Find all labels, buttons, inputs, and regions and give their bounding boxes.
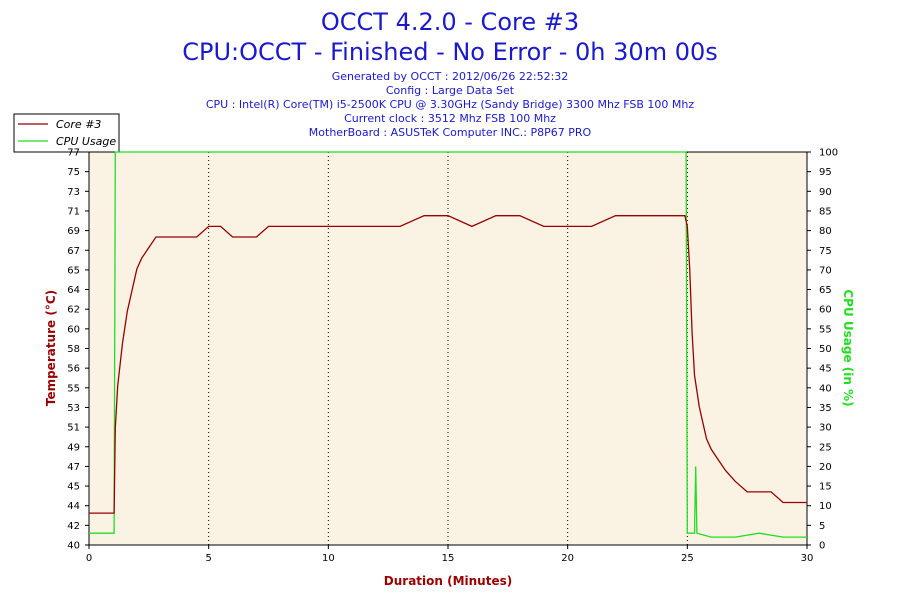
y-right-tick-label-0: 0 [819, 541, 825, 552]
y-right-tick-label-2: 10 [819, 501, 832, 512]
y-left-tick-label-8: 55 [67, 383, 80, 394]
chart-title: OCCT 4.2.0 - Core #3 [321, 8, 579, 36]
legend-label-cpu-usage: CPU Usage [56, 135, 116, 148]
legend-label-core3: Core #3 [56, 118, 101, 131]
y-left-tick-label-1: 42 [67, 521, 80, 532]
y-right-tick-label-11: 55 [819, 324, 832, 335]
y-left-tick-label-4: 47 [67, 462, 80, 473]
y-right-tick-label-9: 45 [819, 364, 832, 375]
y-right-tick-label-8: 40 [819, 383, 832, 394]
y-left-tick-label-18: 73 [67, 187, 80, 198]
x-tick-label-3: 15 [442, 553, 455, 564]
y-left-tick-label-0: 40 [67, 541, 80, 552]
y-right-tick-label-15: 75 [819, 246, 832, 257]
x-tick-label-6: 30 [801, 553, 814, 564]
x-ticks: 0 5 10 15 20 25 30 [86, 545, 814, 564]
y-right-ticks: 0 5 10 15 20 25 30 35 40 45 50 55 60 65 70 75 80 85 90 95 10… [807, 148, 838, 552]
x-tick-label-2: 10 [322, 553, 335, 564]
y-left-tick-label-5: 49 [67, 442, 80, 453]
y-left-tick-label-19: 75 [67, 167, 80, 178]
y-right-tick-label-1: 5 [819, 521, 825, 532]
y-right-tick-label-18: 90 [819, 187, 832, 198]
chart-subtitle: CPU:OCCT - Finished - No Error - 0h 30m … [182, 38, 718, 66]
y-left-tick-label-17: 71 [67, 206, 80, 217]
info-line-config: Config : Large Data Set [386, 84, 515, 97]
y-left-tick-label-15: 67 [67, 246, 80, 257]
legend-box [13, 113, 120, 153]
info-line-motherboard: MotherBoard : ASUSTeK Computer INC.: P8P… [309, 126, 592, 139]
y-right-tick-label-13: 65 [819, 285, 832, 296]
y-left-tick-label-20: 77 [67, 148, 80, 159]
y-right-tick-label-5: 25 [819, 442, 832, 453]
y-left-tick-label-11: 60 [67, 324, 80, 335]
info-line-cpu: CPU : Intel(R) Core(TM) i5-2500K CPU @ 3… [206, 98, 694, 111]
y-right-tick-label-19: 95 [819, 167, 832, 178]
y-right-tick-label-20: 100 [819, 148, 838, 159]
y-left-axis-label: Temperature (°C) [44, 290, 58, 406]
y-right-tick-label-14: 70 [819, 265, 832, 276]
y-left-ticks: 40 42 44 45 47 49 51 53 55 56 58 60 62 64 65 67 69 71 73 75… [67, 148, 89, 552]
x-tick-label-0: 0 [86, 553, 92, 564]
y-right-tick-label-3: 15 [819, 482, 832, 493]
info-line-clock: Current clock : 3512 Mhz FSB 100 Mhz [344, 112, 556, 125]
y-left-tick-label-2: 44 [67, 501, 80, 512]
y-right-tick-label-16: 80 [819, 226, 832, 237]
x-axis-label: Duration (Minutes) [384, 574, 512, 588]
y-right-tick-label-7: 35 [819, 403, 832, 414]
y-left-tick-label-16: 69 [67, 226, 80, 237]
y-right-tick-label-10: 50 [819, 344, 832, 355]
y-left-tick-label-13: 64 [67, 285, 80, 296]
legend: Core #3 CPU Usage [13, 113, 120, 153]
y-right-tick-label-6: 30 [819, 423, 832, 434]
y-right-tick-label-4: 20 [819, 462, 832, 473]
series-layer [89, 151, 807, 538]
y-left-tick-label-12: 62 [67, 305, 80, 316]
y-left-tick-label-7: 53 [67, 403, 80, 414]
y-left-tick-label-3: 45 [67, 482, 80, 493]
y-left-tick-label-14: 65 [67, 265, 80, 276]
y-left-tick-label-9: 56 [67, 364, 80, 375]
series-line-core3 [89, 215, 807, 514]
x-tick-label-1: 5 [205, 553, 211, 564]
y-right-axis-label: CPU Usage (in %) [841, 289, 855, 406]
y-left-tick-label-6: 51 [67, 423, 80, 434]
y-right-tick-label-12: 60 [819, 305, 832, 316]
x-tick-label-4: 20 [561, 553, 574, 564]
info-line-generated: Generated by OCCT : 2012/06/26 22:52:32 [332, 70, 569, 83]
y-left-tick-label-10: 58 [67, 344, 80, 355]
x-tick-label-5: 25 [681, 553, 694, 564]
y-right-tick-label-17: 85 [819, 206, 832, 217]
